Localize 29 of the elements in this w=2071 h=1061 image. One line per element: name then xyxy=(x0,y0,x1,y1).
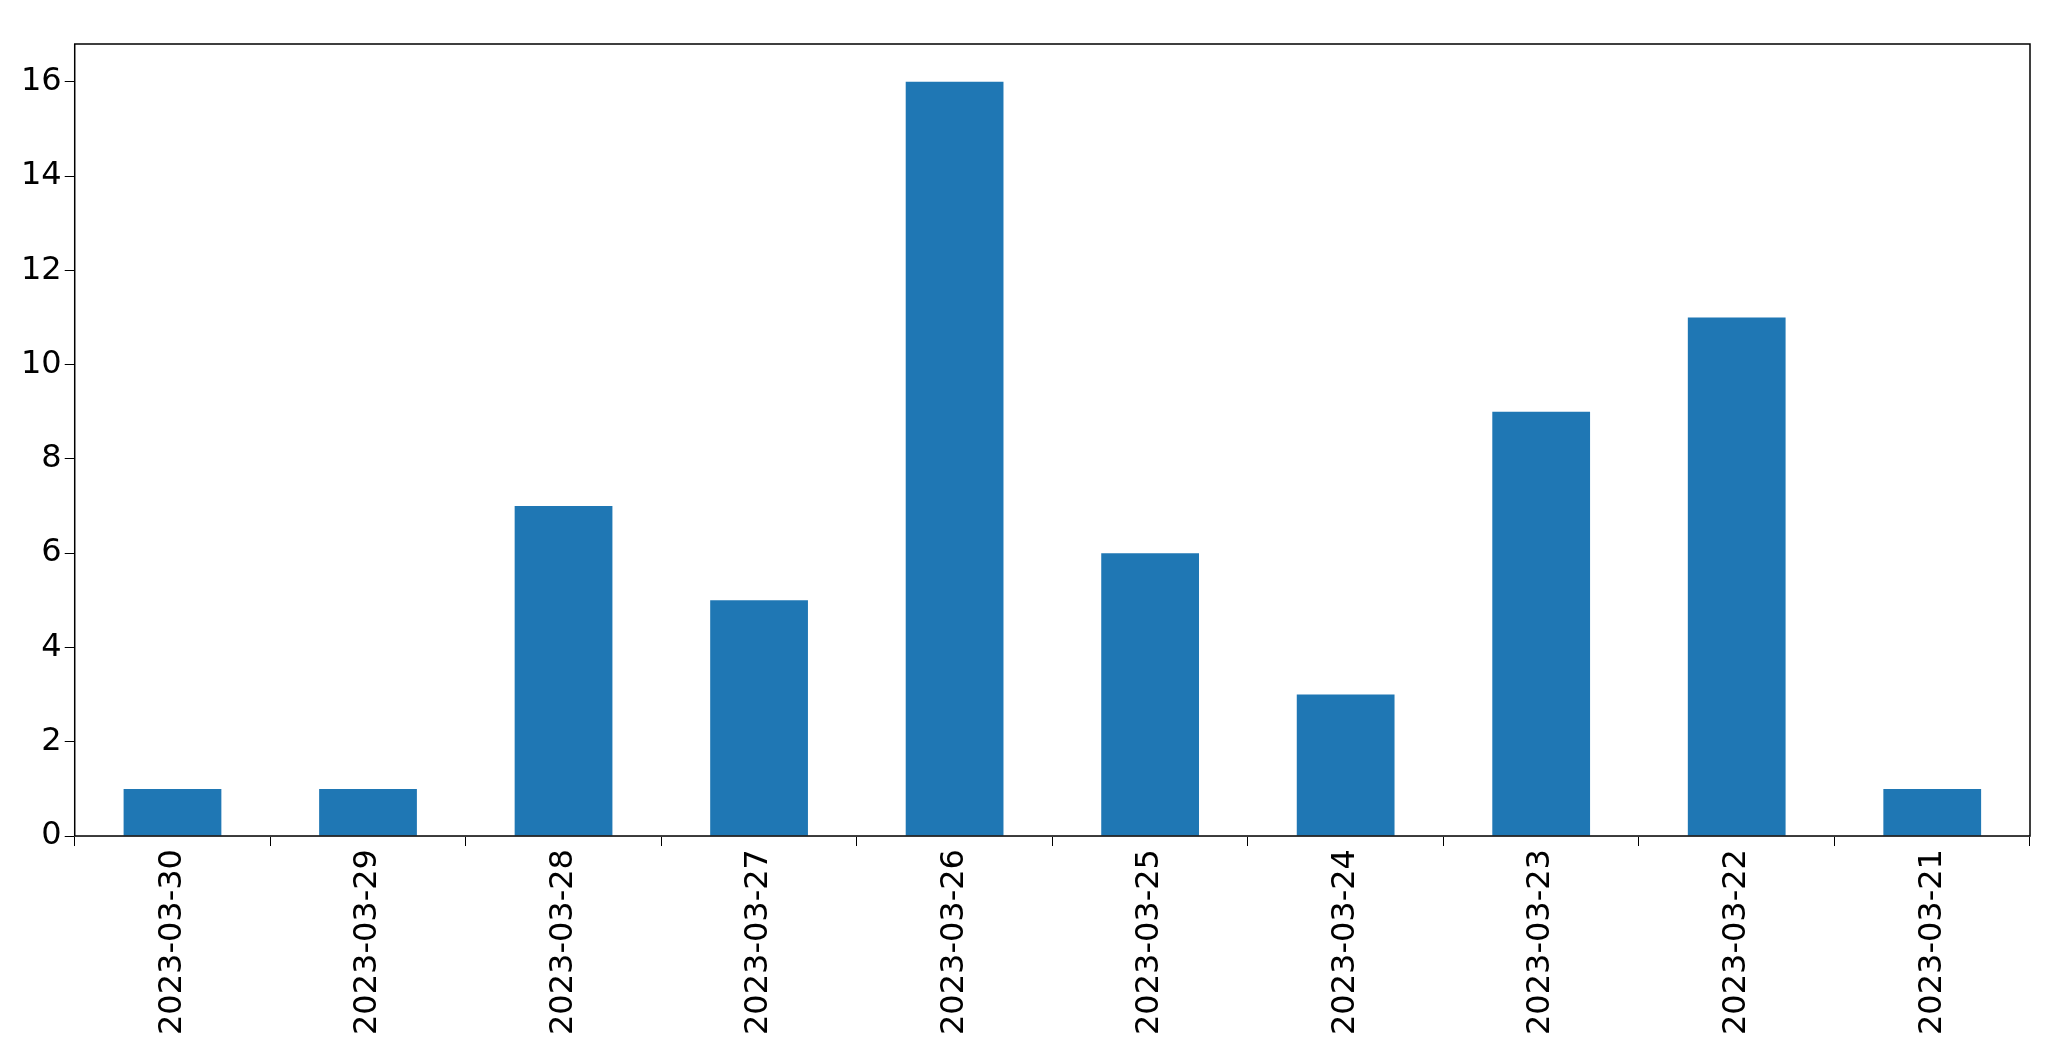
x-tick-label: 2023-03-30 xyxy=(150,849,189,1035)
bar xyxy=(123,788,222,836)
y-tick-label: 10 xyxy=(21,342,62,381)
bar xyxy=(1296,694,1395,836)
bar xyxy=(1687,317,1786,836)
y-tick-label: 2 xyxy=(41,720,62,759)
y-tick-label: 8 xyxy=(41,437,62,476)
x-tick-label: 2023-03-26 xyxy=(932,849,971,1035)
bar xyxy=(1883,788,1982,836)
x-tick-label: 2023-03-27 xyxy=(737,849,776,1035)
bar xyxy=(1101,553,1200,836)
y-tick-label: 14 xyxy=(21,154,62,193)
y-tick-label: 4 xyxy=(41,625,62,664)
y-tick-label: 6 xyxy=(41,531,62,570)
x-tick-label: 2023-03-23 xyxy=(1519,849,1558,1035)
bar xyxy=(1492,411,1591,836)
x-tick-label: 2023-03-28 xyxy=(541,849,580,1035)
bar xyxy=(710,600,808,836)
x-tick-label: 2023-03-25 xyxy=(1128,849,1167,1035)
bar xyxy=(514,506,613,836)
bar xyxy=(319,788,417,836)
x-tick-label: 2023-03-21 xyxy=(1910,849,1949,1035)
y-tick-label: 12 xyxy=(21,248,62,287)
y-tick-label: 0 xyxy=(41,814,62,853)
x-tick-label: 2023-03-29 xyxy=(346,849,385,1035)
x-tick-label: 2023-03-24 xyxy=(1323,849,1362,1035)
y-tick-label: 16 xyxy=(21,60,62,99)
x-tick-label: 2023-03-22 xyxy=(1715,849,1754,1035)
bar xyxy=(905,81,1004,836)
